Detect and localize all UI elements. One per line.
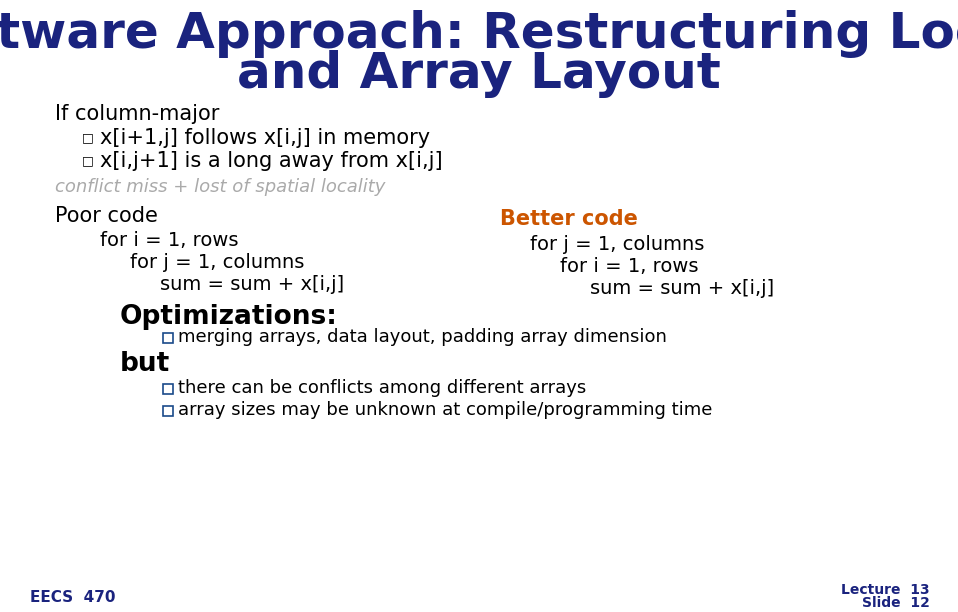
Text: for i = 1, rows: for i = 1, rows bbox=[560, 256, 698, 275]
Text: sum = sum + x[i,j]: sum = sum + x[i,j] bbox=[160, 275, 344, 294]
Text: Lecture  13: Lecture 13 bbox=[841, 583, 930, 597]
Text: Poor code: Poor code bbox=[55, 206, 158, 226]
Text: for i = 1, rows: for i = 1, rows bbox=[100, 231, 239, 250]
Text: there can be conflicts among different arrays: there can be conflicts among different a… bbox=[178, 379, 586, 397]
Text: □: □ bbox=[82, 132, 94, 144]
Text: x[i+1,j] follows x[i,j] in memory: x[i+1,j] follows x[i,j] in memory bbox=[100, 128, 430, 148]
Bar bbox=[163, 333, 173, 343]
Text: conflict miss + lost of spatial locality: conflict miss + lost of spatial locality bbox=[55, 178, 385, 196]
Text: Optimizations:: Optimizations: bbox=[120, 304, 338, 330]
Text: array sizes may be unknown at compile/programming time: array sizes may be unknown at compile/pr… bbox=[178, 401, 713, 419]
Text: merging arrays, data layout, padding array dimension: merging arrays, data layout, padding arr… bbox=[178, 328, 667, 346]
Text: for j = 1, columns: for j = 1, columns bbox=[530, 234, 704, 253]
Text: If column-major: If column-major bbox=[55, 104, 219, 124]
Bar bbox=[163, 384, 173, 394]
Text: Better code: Better code bbox=[500, 209, 638, 229]
Text: sum = sum + x[i,j]: sum = sum + x[i,j] bbox=[590, 278, 774, 297]
Bar bbox=[163, 406, 173, 416]
Text: but: but bbox=[120, 351, 171, 377]
Text: EECS  470: EECS 470 bbox=[30, 589, 116, 605]
Text: Slide  12: Slide 12 bbox=[862, 596, 930, 610]
Text: and Array Layout: and Array Layout bbox=[238, 50, 720, 98]
Text: Software Approach: Restructuring Loops: Software Approach: Restructuring Loops bbox=[0, 10, 958, 58]
Text: for j = 1, columns: for j = 1, columns bbox=[130, 253, 305, 272]
Text: x[i,j+1] is a long away from x[i,j]: x[i,j+1] is a long away from x[i,j] bbox=[100, 151, 443, 171]
Text: □: □ bbox=[82, 154, 94, 168]
